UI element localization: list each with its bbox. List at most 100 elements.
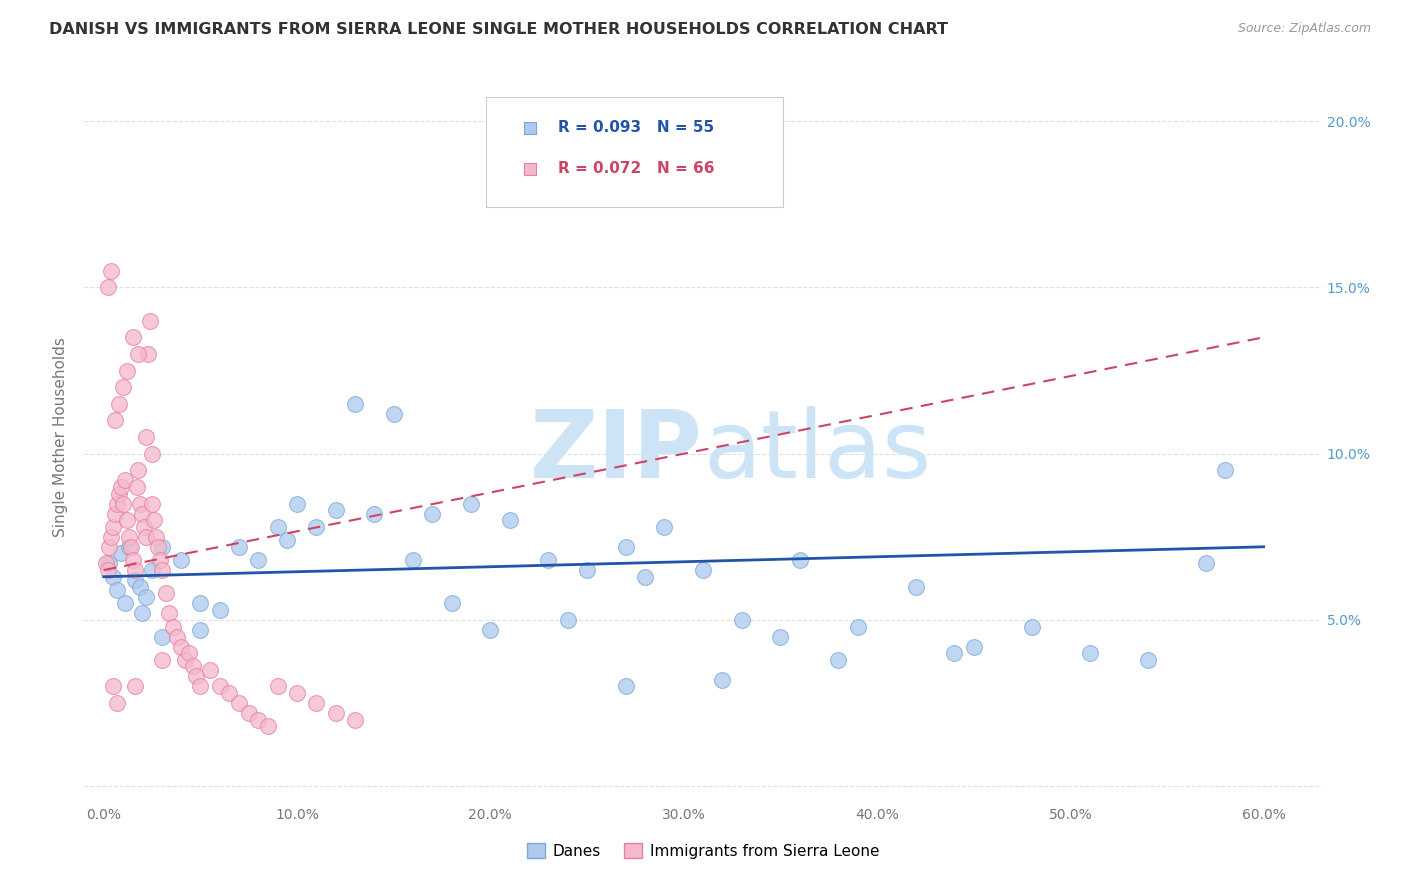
Point	[98, 540, 121, 554]
Point	[498, 513, 520, 527]
Point	[188, 623, 212, 637]
Point	[218, 686, 240, 700]
Point	[285, 686, 308, 700]
Text: R = 0.093   N = 55: R = 0.093 N = 55	[558, 120, 714, 136]
Point	[111, 497, 135, 511]
Point	[115, 363, 138, 377]
Point	[146, 540, 169, 554]
Point	[121, 553, 143, 567]
Point	[827, 653, 849, 667]
Point	[228, 540, 250, 554]
Point	[149, 553, 172, 567]
Point	[962, 640, 984, 654]
Point	[108, 397, 131, 411]
Point	[170, 640, 193, 654]
Point	[141, 497, 163, 511]
Point	[267, 680, 290, 694]
Point	[257, 719, 280, 733]
Point	[247, 713, 270, 727]
Point	[1078, 646, 1101, 660]
Point	[136, 347, 159, 361]
Point	[208, 680, 231, 694]
Point	[135, 430, 157, 444]
Point	[305, 520, 328, 534]
Point	[422, 507, 444, 521]
Point	[100, 264, 122, 278]
Point	[124, 680, 146, 694]
FancyBboxPatch shape	[486, 97, 783, 207]
Point	[127, 347, 149, 361]
Point	[402, 553, 425, 567]
Point	[238, 706, 260, 720]
Point	[305, 696, 328, 710]
Point	[124, 563, 146, 577]
Point	[150, 653, 173, 667]
Point	[125, 480, 148, 494]
Point	[103, 520, 125, 534]
Point	[343, 713, 366, 727]
Point	[105, 582, 128, 597]
Point	[731, 613, 754, 627]
Point	[134, 520, 156, 534]
Point	[904, 580, 927, 594]
Point	[614, 680, 637, 694]
Point	[711, 673, 734, 687]
Point	[105, 497, 128, 511]
Point	[692, 563, 714, 577]
Point	[104, 507, 127, 521]
Point	[162, 619, 184, 633]
Point	[634, 570, 657, 584]
Point	[129, 497, 152, 511]
Point	[114, 473, 136, 487]
Point	[170, 553, 193, 567]
Y-axis label: Single Mother Households: Single Mother Households	[53, 337, 69, 537]
Point	[127, 463, 149, 477]
Point	[343, 397, 366, 411]
Point	[96, 563, 118, 577]
Point	[228, 696, 250, 710]
Point	[114, 596, 136, 610]
Point	[188, 680, 212, 694]
Point	[382, 407, 405, 421]
Point	[460, 497, 482, 511]
Point	[208, 603, 231, 617]
Point	[124, 573, 146, 587]
Point	[174, 653, 197, 667]
Point	[652, 520, 675, 534]
Point	[139, 314, 162, 328]
Point	[103, 680, 125, 694]
Point	[135, 590, 157, 604]
Text: DANISH VS IMMIGRANTS FROM SIERRA LEONE SINGLE MOTHER HOUSEHOLDS CORRELATION CHAR: DANISH VS IMMIGRANTS FROM SIERRA LEONE S…	[49, 22, 948, 37]
Point	[110, 546, 132, 560]
Point	[186, 669, 208, 683]
Point	[181, 659, 204, 673]
Point	[1213, 463, 1236, 477]
Point	[94, 557, 117, 571]
Point	[267, 520, 290, 534]
Point	[103, 570, 125, 584]
Point	[98, 557, 121, 571]
Point	[145, 530, 167, 544]
Point	[325, 706, 347, 720]
Point	[115, 513, 138, 527]
Point	[188, 596, 212, 610]
Point	[1136, 653, 1159, 667]
Point	[537, 553, 560, 567]
Point	[143, 513, 166, 527]
Point	[479, 623, 502, 637]
Point	[110, 480, 132, 494]
Point	[1195, 557, 1218, 571]
Text: ZIP: ZIP	[530, 406, 703, 498]
Text: Source: ZipAtlas.com: Source: ZipAtlas.com	[1237, 22, 1371, 36]
Point	[118, 530, 141, 544]
Point	[141, 447, 163, 461]
Point	[325, 503, 347, 517]
Point	[131, 507, 153, 521]
Point	[440, 596, 463, 610]
Point	[155, 586, 177, 600]
Point	[159, 607, 180, 621]
Point	[150, 563, 173, 577]
Point	[198, 663, 221, 677]
Text: atlas: atlas	[703, 406, 931, 498]
Point	[285, 497, 308, 511]
